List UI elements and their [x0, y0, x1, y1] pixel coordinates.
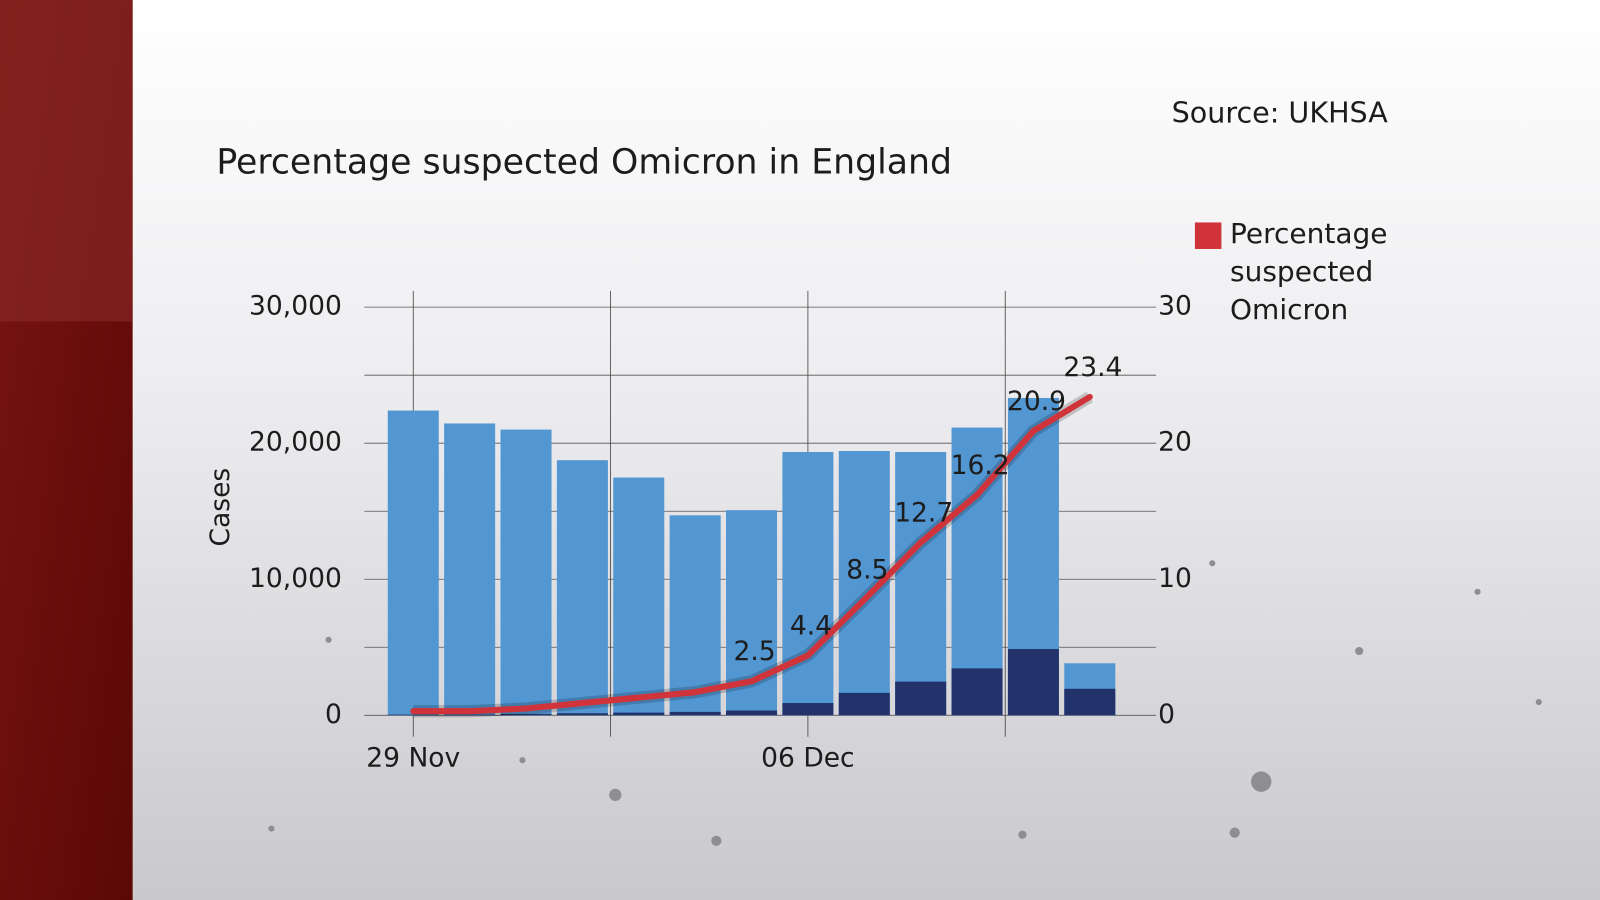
bar [556, 460, 608, 716]
bar [387, 714, 439, 716]
y2-tick-label: 20 [1158, 427, 1192, 458]
legend-swatch [1194, 222, 1222, 249]
bar [838, 692, 890, 716]
x-tick-label: 29 Nov [366, 743, 460, 774]
data-label: 20.9 [1007, 386, 1066, 417]
bar [1064, 688, 1116, 716]
bar [1007, 648, 1059, 716]
y2-tick-label: 10 [1158, 563, 1192, 594]
bar [669, 711, 721, 716]
line [410, 393, 1093, 715]
chart-title: Percentage suspected Omicron in England [216, 142, 952, 182]
bar [387, 410, 439, 716]
data-label: 8.5 [846, 555, 888, 586]
bar [613, 712, 665, 716]
y-tick-label: 20,000 [249, 427, 342, 458]
bar [726, 710, 778, 716]
y-tick-label: 30,000 [249, 291, 342, 322]
y-axis-label: Cases [205, 468, 236, 547]
y2-tick-label: 30 [1158, 291, 1192, 322]
bar [669, 515, 721, 716]
bar [500, 713, 552, 716]
source: Source: UKHSA [1172, 95, 1389, 129]
data-label: 16.2 [951, 450, 1010, 481]
y-tick-label: 0 [325, 699, 342, 730]
decor-dots [268, 560, 1542, 846]
bar [895, 681, 947, 716]
y2-tick-label: 0 [1158, 699, 1175, 730]
bar [444, 714, 496, 716]
side-strip-top [0, 0, 133, 322]
x-tick-label: 06 Dec [761, 743, 854, 774]
legend-label: Percentage suspected Omicron [1230, 217, 1388, 326]
y-tick-label: 10,000 [249, 563, 342, 594]
data-label: 2.5 [734, 636, 776, 667]
data-label: 12.7 [894, 497, 953, 528]
bar [444, 423, 496, 716]
data-label: 23.4 [1063, 352, 1122, 383]
bar [782, 703, 834, 716]
bar [556, 713, 608, 716]
bar [613, 477, 665, 716]
bar [782, 452, 834, 716]
data-label: 4.4 [790, 610, 832, 641]
bar [500, 429, 552, 716]
bar [895, 452, 947, 716]
bar [951, 668, 1003, 716]
